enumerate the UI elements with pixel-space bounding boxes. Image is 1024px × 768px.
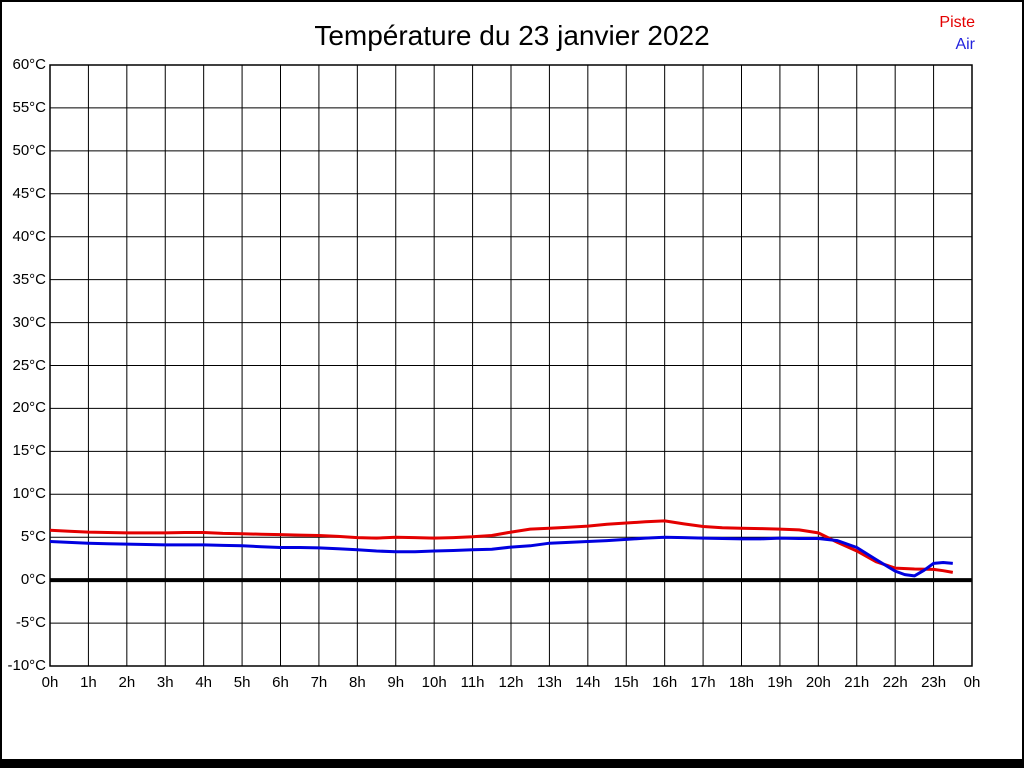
- legend: Piste Air: [939, 12, 975, 56]
- x-axis-tick-label: 23h: [921, 674, 947, 691]
- x-axis-tick-label: 21h: [844, 674, 870, 691]
- x-axis-tick-label: 15h: [613, 674, 639, 691]
- y-axis-tick-label: 15°C: [12, 442, 46, 460]
- x-axis-tick-label: 5h: [233, 674, 251, 691]
- chart-title: Température du 23 janvier 2022: [314, 20, 710, 51]
- x-axis-tick-label: 7h: [310, 674, 328, 691]
- x-axis-tick-label: 0h: [41, 674, 59, 691]
- x-axis-tick-label: 13h: [536, 674, 562, 691]
- y-axis-tick-label: 40°C: [12, 227, 46, 245]
- x-axis-tick-label: 9h: [387, 674, 405, 691]
- x-axis-tick-label: 12h: [498, 674, 524, 691]
- legend-item-piste: Piste: [939, 14, 975, 31]
- series-line-air: [49, 535, 953, 578]
- x-axis-tick-label: 6h: [272, 674, 289, 691]
- legend-item-air: Air: [955, 36, 975, 53]
- y-axis-tick-label: 60°C: [12, 56, 46, 73]
- x-axis-tick-label: 2h: [118, 674, 136, 691]
- x-axis-tick-label: 10h: [421, 674, 447, 691]
- series-line-piste: [49, 519, 954, 574]
- y-axis-tick-label: 25°C: [12, 356, 46, 374]
- y-axis-tick-label: 45°C: [12, 184, 46, 202]
- y-axis-tick-label: 30°C: [12, 313, 46, 331]
- x-axis-tick-label: 0h: [963, 674, 981, 691]
- x-axis-tick-label: 19h: [767, 674, 793, 691]
- y-axis-tick-label: 20°C: [12, 399, 46, 417]
- y-axis-tick-label: 35°C: [12, 270, 46, 288]
- y-axis-tick-label: -5°C: [15, 614, 46, 632]
- x-axis-tick-label: 1h: [80, 674, 97, 691]
- x-axis-tick-label: 4h: [195, 674, 212, 691]
- x-axis-tick-label: 14h: [575, 674, 601, 691]
- y-axis-tick-label: 5°C: [20, 528, 46, 546]
- y-axis-tick-label: 10°C: [12, 485, 46, 503]
- y-axis-tick-label: 50°C: [12, 141, 46, 159]
- x-axis-tick-label: 20h: [805, 674, 831, 691]
- x-axis-tick-label: 3h: [156, 674, 174, 691]
- x-axis-tick-label: 17h: [690, 674, 716, 691]
- y-axis-tick-label: 0°C: [20, 571, 46, 589]
- y-axis-tick-label: 55°C: [12, 98, 46, 116]
- y-axis-tick-label: -10°C: [7, 657, 46, 674]
- plot-frame: [49, 64, 973, 667]
- x-axis-tick-label: 18h: [728, 674, 755, 691]
- x-axis-tick-label: 16h: [652, 674, 678, 691]
- x-axis-tick-label: 11h: [460, 674, 485, 691]
- x-axis-tick-label: 8h: [348, 674, 366, 691]
- x-axis-tick-label: 22h: [882, 674, 908, 691]
